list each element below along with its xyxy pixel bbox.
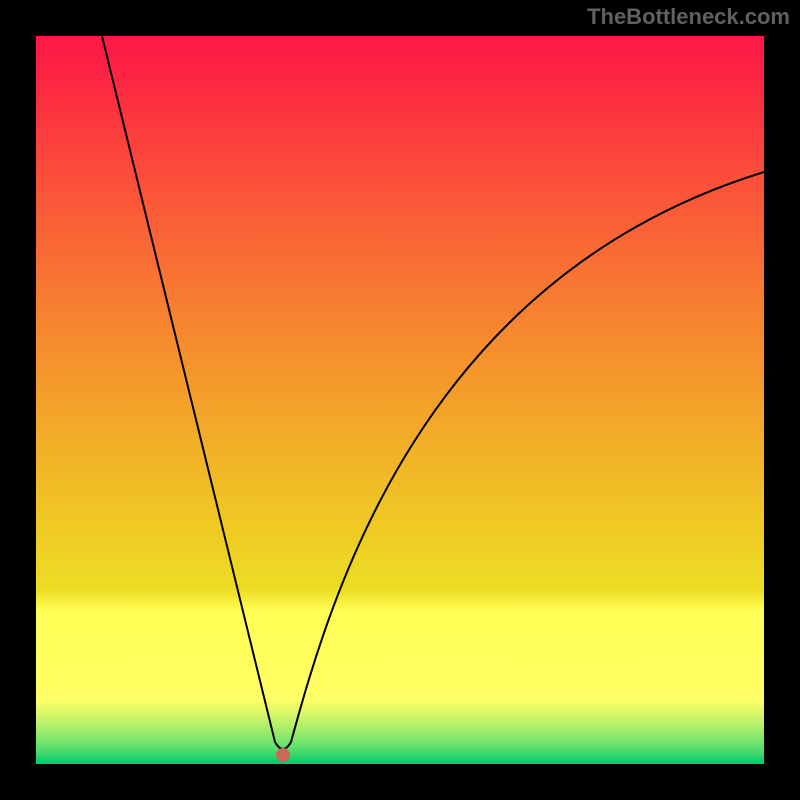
- curve-vertex-marker: [276, 748, 290, 762]
- chart-container: TheBottleneck.com: [0, 0, 800, 800]
- attribution-label: TheBottleneck.com: [587, 4, 790, 30]
- plot-area: [36, 36, 764, 764]
- gradient-background: [36, 36, 764, 764]
